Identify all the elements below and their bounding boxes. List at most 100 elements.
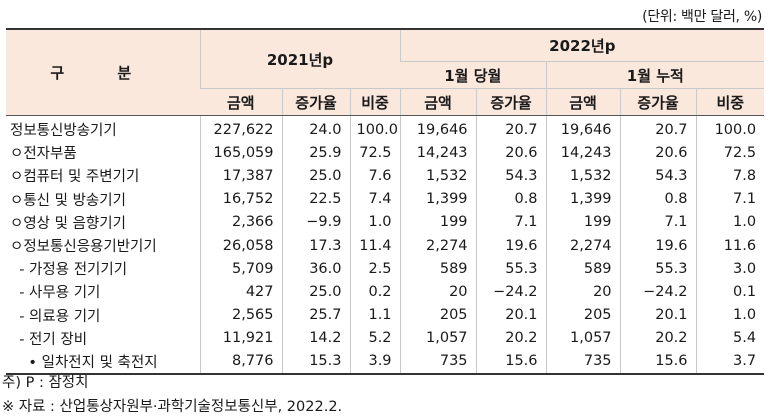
cell-a21: 165,059 xyxy=(199,141,282,165)
cell-ac: 19,646 xyxy=(545,115,621,142)
col-growth-2021: 증가율 xyxy=(281,88,350,116)
cell-ac: 205 xyxy=(545,303,621,327)
cell-sc: 0.1 xyxy=(695,280,765,304)
row-label: 정보통신방송기기 xyxy=(10,123,117,140)
cell-gm: 20.6 xyxy=(475,141,547,165)
cell-am: 589 xyxy=(399,257,477,281)
table-body: 정보통신방송기기 227,622 24.0 100.0 19,646 20.7 19,646… xyxy=(6,115,765,376)
cell-am: 19,646 xyxy=(399,115,477,142)
unit-note: (단위: 백만 달러, %) xyxy=(642,9,762,25)
table-row: - 가정용 전기기기 5,709 36.0 2.5 589 55.3 589 55.3 3.0 xyxy=(6,257,765,281)
cell-s21: 0.2 xyxy=(349,280,401,304)
cell-ac: 735 xyxy=(545,349,621,376)
cell-gc: 20.7 xyxy=(619,115,697,142)
category-header: 구 분 xyxy=(6,28,200,116)
cell-ac: 14,243 xyxy=(545,141,621,165)
table-row: ㅇ전자부품 165,059 25.9 72.5 14,243 20.6 14,243 20.6… xyxy=(6,141,765,165)
cell-ac: 1,532 xyxy=(545,164,621,188)
table-row: 정보통신방송기기 227,622 24.0 100.0 19,646 20.7 19,646… xyxy=(6,115,765,142)
cell-a21: 17,387 xyxy=(199,164,282,188)
cell-sc: 3.7 xyxy=(695,349,765,376)
cell-gm: 0.8 xyxy=(475,187,547,211)
table-row: ㅇ영상 및 음향기기 2,366 −9.9 1.0 199 7.1 199 7.1 1.0 xyxy=(6,210,765,234)
header-row-periods: 1월 당월 1월 누적 xyxy=(6,61,765,89)
cell-gm: 20.7 xyxy=(475,115,547,142)
header-row-columns: 금액 증가율 비중 금액 증가율 금액 증가율 비중 xyxy=(6,88,765,116)
cell-s21: 1.1 xyxy=(349,303,401,327)
cell-g21: 17.3 xyxy=(281,233,350,258)
header-row-years: 구 분 2021년p 2022년p xyxy=(6,28,765,116)
col-share-cumulative: 비중 xyxy=(695,88,765,116)
table-row: - 의료용 기기 2,565 25.7 1.1 205 20.1 205 20.1 1.0 xyxy=(6,303,765,327)
cell-s21: 1.0 xyxy=(349,210,401,234)
cell-s21: 7.6 xyxy=(349,164,401,188)
cell-s21: 11.4 xyxy=(349,233,401,258)
cell-gc: 0.8 xyxy=(619,187,697,211)
cell-gc: 55.3 xyxy=(619,257,697,281)
table-row: ㅇ컴퓨터 및 주변기기 17,387 25.0 7.6 1,532 54.3 1,532 54… xyxy=(6,164,765,188)
cell-gc: −24.2 xyxy=(619,280,697,304)
cell-ac: 1,399 xyxy=(545,187,621,211)
cell-g21: 25.7 xyxy=(281,303,350,327)
cell-gc: 15.6 xyxy=(619,349,697,376)
cell-s21: 2.5 xyxy=(349,257,401,281)
table-row: - 전기 장비 11,921 14.2 5.2 1,057 20.2 1,057 20.2 5.… xyxy=(6,326,765,350)
cell-a21: 16,752 xyxy=(199,187,282,211)
row-label: - 전기 장비 xyxy=(10,331,88,348)
cell-gm: 20.1 xyxy=(475,303,547,327)
cell-gm: 55.3 xyxy=(475,257,547,281)
row-label: - 사무용 기기 xyxy=(10,285,101,302)
cell-gm: 54.3 xyxy=(475,164,547,188)
cell-sc: 5.4 xyxy=(695,326,765,350)
cell-gc: 54.3 xyxy=(619,164,697,188)
jan-month-header: 1월 당월 xyxy=(400,61,547,89)
row-label: - 의료용 기기 xyxy=(10,308,101,325)
row-label: ㅇ통신 및 방송기기 xyxy=(10,192,126,209)
cell-g21: 25.9 xyxy=(281,141,350,165)
cell-gc: 7.1 xyxy=(619,210,697,234)
jan-cumulative-header: 1월 누적 xyxy=(545,61,765,89)
cell-a21: 227,622 xyxy=(199,115,282,142)
table-row: • 일차전지 및 축전지 8,776 15.3 3.9 735 15.6 735 15.6 3.… xyxy=(6,349,765,376)
cell-gc: 19.6 xyxy=(619,233,697,258)
cell-a21: 427 xyxy=(199,280,282,304)
cell-am: 1,532 xyxy=(399,164,477,188)
cell-ac: 199 xyxy=(545,210,621,234)
row-label: ㅇ전자부품 xyxy=(10,146,77,163)
cell-s21: 100.0 xyxy=(349,115,401,142)
cell-a21: 8,776 xyxy=(199,349,282,376)
row-label: ㅇ컴퓨터 및 주변기기 xyxy=(10,169,140,186)
row-label: - 가정용 전기기기 xyxy=(10,262,128,279)
cell-sc: 3.0 xyxy=(695,257,765,281)
cell-sc: 1.0 xyxy=(695,303,765,327)
cell-a21: 5,709 xyxy=(199,257,282,281)
cell-sc: 7.1 xyxy=(695,187,765,211)
statistics-table: 구 분 2021년p 2022년p 1월 당월 1월 누적 금액 증가율 비중 … xyxy=(6,28,765,376)
cell-gc: 20.1 xyxy=(619,303,697,327)
col-amount-2021: 금액 xyxy=(200,88,282,116)
cell-sc: 7.8 xyxy=(695,164,765,188)
cell-gc: 20.2 xyxy=(619,326,697,350)
cell-g21: 22.5 xyxy=(281,187,350,211)
col-share-2021: 비중 xyxy=(349,88,401,116)
cell-gm: 20.2 xyxy=(475,326,547,350)
col-growth-month: 증가율 xyxy=(475,88,547,116)
cell-am: 1,057 xyxy=(399,326,477,350)
cell-ac: 20 xyxy=(545,280,621,304)
cell-a21: 2,366 xyxy=(199,210,282,234)
row-label: ㅇ정보통신응용기반기기 xyxy=(10,239,157,256)
cell-am: 1,399 xyxy=(399,187,477,211)
cell-gm: 19.6 xyxy=(475,233,547,258)
cell-g21: 25.0 xyxy=(281,280,350,304)
cell-ac: 589 xyxy=(545,257,621,281)
table-row: ㅇ통신 및 방송기기 16,752 22.5 7.4 1,399 0.8 1,399 0.8 7… xyxy=(6,187,765,211)
col-amount-month: 금액 xyxy=(399,88,477,116)
footnote-source: ※ 자료 : 산업통상자원부·과학기술정보통신부, 2022.2. xyxy=(2,399,343,415)
cell-sc: 1.0 xyxy=(695,210,765,234)
cell-am: 735 xyxy=(399,349,477,376)
cell-sc: 100.0 xyxy=(695,115,765,142)
cell-sc: 11.6 xyxy=(695,233,765,258)
cell-am: 14,243 xyxy=(399,141,477,165)
cell-am: 2,274 xyxy=(399,233,477,258)
table-row: ㅇ정보통신응용기반기기 26,058 17.3 11.4 2,274 19.6 2,274 1… xyxy=(6,233,765,258)
